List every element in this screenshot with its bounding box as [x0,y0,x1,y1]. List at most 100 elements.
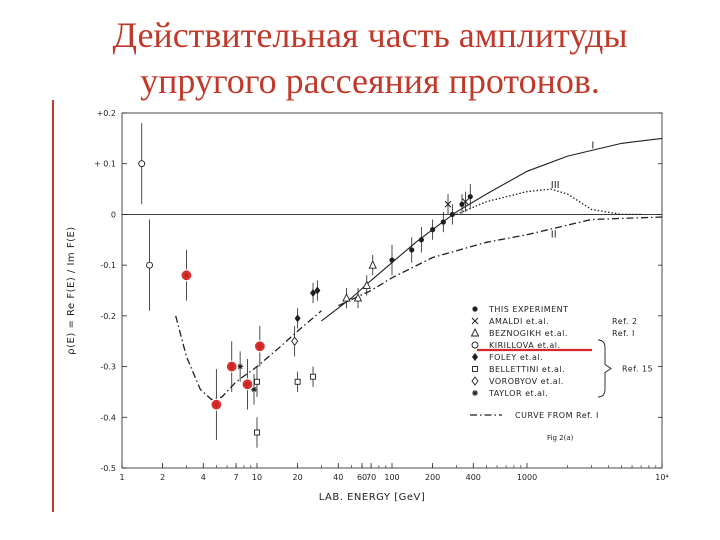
x-tick-label: 70 [366,473,376,482]
point-beznogikh-et-al [342,293,351,302]
point-amaldi-et-al [462,198,469,206]
legend-marker-circle-open [471,341,479,349]
curve-curve-from-ref-i [175,310,322,401]
point-taylor-et-al-stroke [251,386,257,392]
legend-ref: Ref. 2 [612,317,638,326]
legend-marker-diamond-filled [472,353,478,361]
y-tick-label: -0.5 [100,464,116,473]
point-vorobyov-et-al [291,336,299,346]
highlight-marker [253,340,266,353]
legend-marker-star-stroke [472,390,478,396]
legend-label: BEZNOGIKH et.al. [489,329,568,338]
legend-marker-dot [472,306,478,312]
point-foley-et-al [310,289,317,298]
point-this-experiment [459,201,465,207]
x-tick-label: 10⁴ [655,473,668,482]
x-tick-label: 40 [333,473,343,482]
curve-iii [456,188,642,216]
x-tick-label: 10 [252,473,262,482]
x-tick-label: 400 [466,473,481,482]
curve-ii [338,216,663,307]
curve-i [321,137,663,322]
chart-legend: THIS EXPERIMENT AMALDI et.al. Ref. 2 BEZNOG… [470,305,653,420]
point-bellettini-et-al [254,378,260,385]
legend-label: TAYLOR et.al. [488,389,548,398]
point-beznogikh-et-al [368,260,377,269]
point-this-experiment [440,219,446,225]
x-axis-title: LAB. ENERGY [GeV] [319,492,426,503]
y-tick-label: 0 [111,210,116,219]
legend-marker-cross-stroke [471,317,479,325]
point-beznogikh-et-al [353,293,363,302]
point-kirillova-et-al [146,261,154,269]
chart-points [138,123,473,448]
point-amaldi-et-al [444,200,452,208]
slide-title-line-2: упругого рассеяния протонов. [140,61,600,101]
point-this-experiment [409,247,415,253]
legend-ref: Ref. 15 [622,365,653,374]
point-taylor-et-al [250,386,257,393]
x-tick-label: 60 [357,473,367,482]
y-axis-title: ρ(E) = Re F(E) / Im F(E) [66,226,77,354]
legend-marker-square [472,366,478,372]
legend-ref: Ref. I [612,329,635,338]
x-tick-label: 2 [160,473,165,482]
legend-label: KIRILLOVA et.al. [489,341,561,350]
slide-left-rule [52,100,54,512]
point-this-experiment [449,211,455,218]
legend-marker-diamond-open [471,376,479,386]
point-bellettini-et-al [294,378,301,385]
highlight-marker [210,398,223,411]
x-tick-label: 100 [384,473,399,482]
slide-title-line-1: Действительная часть амплитуды [112,15,628,55]
chart-axes: +0.2 + 0.1 0 -0.1 -0.2 -0.3 -0.4 -0.51 2 4 7 10 20 40… [94,109,669,482]
curve-label: II [551,229,557,240]
y-tick-label: -0.4 [100,413,116,422]
point-foley-et-al [294,314,301,323]
point-amaldi-et-al-stroke [444,200,452,208]
point-taylor-et-al [237,363,244,370]
slide-title: Действительная часть амплитуды упругого … [60,12,680,104]
highlight-marker [180,269,193,282]
y-tick-label: -0.2 [100,312,116,321]
highlight-marker [241,378,254,391]
legend-label: AMALDI et.al. [489,317,549,326]
point-bellettini-et-al [254,429,260,436]
point-foley-et-al [314,286,321,295]
point-kirillova-et-al [138,160,146,168]
legend-brace [597,339,612,398]
legend-label: THIS EXPERIMENT [488,305,569,314]
legend-marker-star [472,390,478,396]
y-tick-label: +0.2 [97,109,116,118]
figure-note: Fig 2(a) [547,434,574,442]
x-tick-label: 7 [234,473,239,482]
legend-marker-cross [471,317,479,325]
legend-label: BELLETTINI et.al. [489,365,565,374]
x-tick-label: 20 [293,473,303,482]
point-this-experiment [430,227,436,233]
point-this-experiment [389,257,395,263]
x-tick-label: 4 [201,473,206,482]
point-bellettini-et-al [310,373,316,380]
legend-marker-triangle [470,327,480,337]
point-this-experiment [467,194,473,200]
y-tick-label: -0.1 [100,261,116,270]
x-tick-label: 1000 [517,473,537,482]
point-amaldi-et-al-stroke [462,198,469,206]
legend-label: CURVE FROM Ref. I [515,411,599,420]
legend-label: VOROBYOV et.al. [489,377,564,386]
x-tick-label: 200 [425,473,440,482]
legend-label: FOLEY et.al. [489,353,543,362]
point-beznogikh-et-al [362,280,371,289]
chart-highlights [180,269,266,411]
curve-label: III [551,180,560,191]
x-tick-label: 1 [119,473,124,482]
point-taylor-et-al-stroke [237,364,243,370]
highlight-marker [225,360,238,373]
point-this-experiment [418,237,424,243]
y-tick-label: + 0.1 [94,160,116,169]
curve-label: I [591,141,594,152]
y-tick-label: -0.3 [100,363,116,372]
